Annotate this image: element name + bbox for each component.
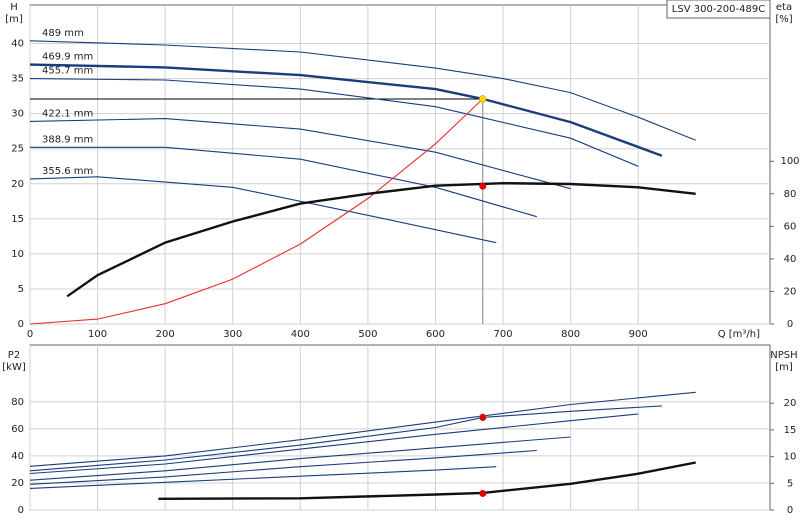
x-tick-label: 300 [223, 329, 242, 340]
curve [29, 78, 639, 167]
curve-label: 422.1 mm [42, 108, 93, 119]
y2-tick-label: 40 [784, 254, 797, 265]
y2-axis-label: [%] [775, 14, 792, 25]
y-tick-label: 40 [11, 39, 24, 50]
y2-tick-label: 20 [784, 398, 797, 409]
y-tick-label: 5 [18, 284, 24, 295]
curve [29, 413, 639, 475]
curve-label: 355.6 mm [42, 166, 93, 177]
curve [29, 391, 696, 467]
y2-tick-label: 0 [787, 319, 793, 330]
y2-tick-label: 0 [787, 505, 793, 516]
y2-tick-label: 20 [784, 286, 797, 297]
x-tick-label: 400 [291, 329, 310, 340]
curve [29, 63, 663, 157]
y-tick-label: 10 [11, 249, 24, 260]
y2-tick-label: 10 [784, 452, 797, 463]
duty-point [479, 95, 487, 103]
y-axis-label: H [10, 2, 18, 13]
y2-axis-label: eta [776, 2, 792, 13]
y-tick-label: 0 [18, 319, 24, 330]
curve [29, 40, 696, 141]
x-tick-label: 0 [27, 329, 33, 340]
y2-tick-label: 15 [784, 425, 797, 436]
curve [29, 436, 571, 481]
duty-point [479, 489, 487, 497]
y-tick-label: 15 [11, 214, 24, 225]
x-tick-label: 500 [358, 329, 377, 340]
curve [158, 461, 696, 500]
curve [30, 146, 537, 218]
y2-tick-label: 80 [784, 189, 797, 200]
y2-tick-label: 60 [784, 221, 797, 232]
x-tick-label: 800 [561, 329, 580, 340]
x-tick-label: 100 [88, 329, 107, 340]
y-tick-label: 40 [11, 451, 24, 462]
y2-axis-label: NPSH [770, 350, 797, 361]
curve [29, 466, 497, 489]
x-tick-label: 700 [494, 329, 513, 340]
y-tick-label: 60 [11, 424, 24, 435]
y2-tick-label: 5 [787, 478, 793, 489]
curve-label: 388.9 mm [42, 134, 93, 145]
x-tick-label: 600 [426, 329, 445, 340]
curve [66, 181, 696, 298]
curve-label: 455.7 mm [42, 66, 93, 77]
y-tick-label: 35 [11, 74, 24, 85]
curve-label: 489 mm [42, 28, 84, 39]
y-axis-label: [m] [5, 14, 23, 25]
x-tick-label: 900 [629, 329, 648, 340]
y-tick-label: 20 [11, 179, 24, 190]
y-tick-label: 80 [11, 397, 24, 408]
y-axis-label: P2 [8, 350, 20, 361]
duty-point [479, 413, 487, 422]
y-tick-label: 0 [18, 505, 24, 516]
x-tick-label: 200 [156, 329, 175, 340]
y-tick-label: 25 [11, 144, 24, 155]
curve [29, 176, 497, 244]
duty-point [479, 182, 487, 190]
chart-title: LSV 300-200-489C [672, 4, 765, 15]
plot-frame [29, 4, 771, 325]
y2-axis-label: [m] [775, 362, 793, 373]
y-axis-label: [kW] [2, 362, 26, 373]
title-box [666, 0, 771, 19]
curve [29, 405, 662, 472]
curve-label: 469.9 mm [42, 52, 93, 63]
x-axis-label: Q [m³/h] [718, 329, 760, 340]
plot-frame [29, 344, 771, 511]
y2-tick-label: 100 [780, 156, 799, 167]
y-tick-label: 30 [11, 109, 24, 120]
y-tick-label: 20 [11, 478, 24, 489]
curve [29, 98, 484, 325]
curve [29, 118, 571, 190]
curve [29, 449, 537, 485]
